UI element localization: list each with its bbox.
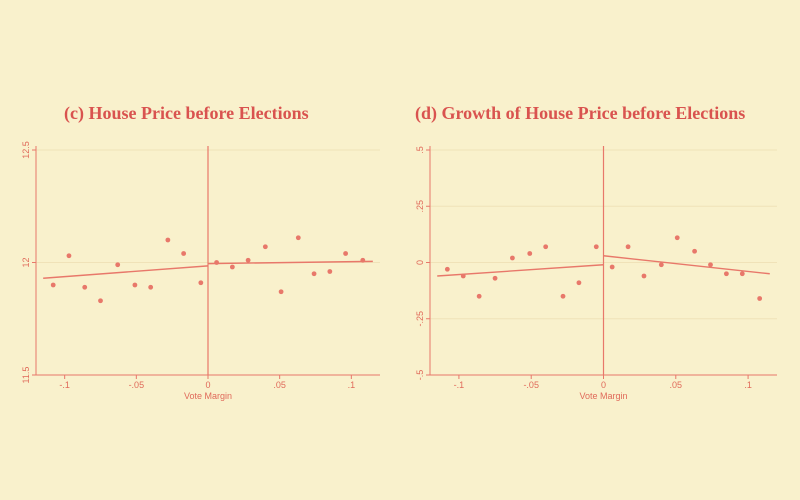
panel-d-data-point bbox=[576, 280, 582, 286]
panel-d-data-point bbox=[739, 271, 745, 277]
panel-d-x-tick-label: .1 bbox=[744, 380, 752, 390]
panel-d-x-tick-label: -.1 bbox=[454, 380, 465, 390]
panel-d-data-point bbox=[460, 273, 466, 279]
panel-c-data-point bbox=[278, 289, 284, 295]
panel-c-data-point bbox=[360, 257, 366, 263]
panel-d-data-point bbox=[510, 255, 515, 261]
panel-c-data-point bbox=[343, 251, 348, 256]
panel-c-x-tick-label: 0 bbox=[205, 380, 210, 390]
panel-d-data-point bbox=[674, 235, 680, 241]
panel-c-title-text: House Price before Elections bbox=[88, 103, 309, 123]
panel-c-data-point bbox=[229, 264, 235, 270]
panel-d-data-point bbox=[708, 262, 713, 268]
panel-d-data-point bbox=[757, 296, 763, 301]
panel-d-label: (d) bbox=[415, 103, 437, 123]
panel-d-data-point bbox=[609, 264, 615, 270]
panel-d-data-point bbox=[444, 266, 450, 272]
panel-c-x-tick-label: -.05 bbox=[129, 380, 145, 390]
panel-c-data-point bbox=[327, 269, 333, 274]
panel-c-fit-line bbox=[43, 265, 209, 279]
panel-d-data-point bbox=[476, 293, 482, 299]
panel-d-data-point bbox=[658, 262, 664, 268]
panel-d-fit-line bbox=[437, 264, 604, 277]
panel-c-fit-line bbox=[207, 260, 373, 265]
panel-d-data-point bbox=[527, 251, 533, 256]
panel-c-data-point bbox=[165, 237, 171, 243]
panel-c-x-tick-label: .1 bbox=[348, 380, 356, 390]
panel-d-data-point bbox=[625, 244, 631, 250]
panel-c-data-point bbox=[98, 298, 103, 304]
panel-c-x-tick-label: -.1 bbox=[59, 380, 70, 390]
panel-c-data-point bbox=[132, 282, 138, 288]
panel-c-x-tick-label: .05 bbox=[273, 380, 286, 390]
panel-d-y-tick-label: 0 bbox=[415, 260, 425, 265]
panel-d-x-tick-label: -.05 bbox=[523, 380, 539, 390]
panel-c-title: (c) House Price before Elections bbox=[64, 103, 309, 124]
panel-d-data-point bbox=[593, 244, 599, 250]
panel-d-data-point bbox=[560, 293, 566, 299]
panel-c-data-point bbox=[245, 257, 251, 263]
panel-d-data-point bbox=[723, 271, 729, 277]
panel-c-y-tick-label: 11.5 bbox=[21, 367, 31, 384]
panel-c-y-tick-label: 12.5 bbox=[21, 141, 31, 159]
panel-d-y-tick-label: .25 bbox=[415, 200, 425, 213]
panel-c-data-point bbox=[262, 244, 268, 250]
panel-d-title: (d) Growth of House Price before Electio… bbox=[415, 103, 745, 124]
panel-d-y-tick-label: -.25 bbox=[415, 311, 425, 327]
panel-c-data-point bbox=[115, 262, 121, 268]
panel-c-data-point bbox=[214, 260, 220, 265]
panel-d-data-point bbox=[543, 244, 549, 250]
panel-d-y-tick-label: -.5 bbox=[415, 370, 425, 381]
panel-d-x-tick-label: .05 bbox=[670, 380, 683, 390]
panel-c-label: (c) bbox=[64, 103, 84, 123]
panel-d-x-axis-label: Vote Margin bbox=[579, 391, 627, 401]
panel-c-data-point bbox=[82, 284, 88, 290]
panel-c-y-tick-label: 12 bbox=[21, 257, 31, 267]
panel-d-title-text: Growth of House Price before Elections bbox=[441, 103, 746, 123]
panel-c-data-point bbox=[50, 282, 56, 288]
panel-d-fit-line bbox=[603, 255, 770, 275]
panel-c-data-point bbox=[311, 271, 317, 277]
panel-d-y-tick-label: .5 bbox=[415, 146, 425, 154]
panel-c-data-point bbox=[295, 235, 301, 241]
panel-c-data-point bbox=[148, 284, 154, 290]
panel-d-data-point bbox=[492, 275, 498, 281]
panel-c-data-point bbox=[181, 251, 187, 256]
panel-d-data-point bbox=[692, 248, 697, 254]
panel-d-data-point bbox=[641, 273, 647, 279]
panel-c-data-point bbox=[66, 253, 72, 259]
panel-d-x-tick-label: 0 bbox=[601, 380, 606, 390]
panel-c-x-axis-label: Vote Margin bbox=[184, 391, 232, 401]
panel-c-data-point bbox=[198, 280, 204, 286]
